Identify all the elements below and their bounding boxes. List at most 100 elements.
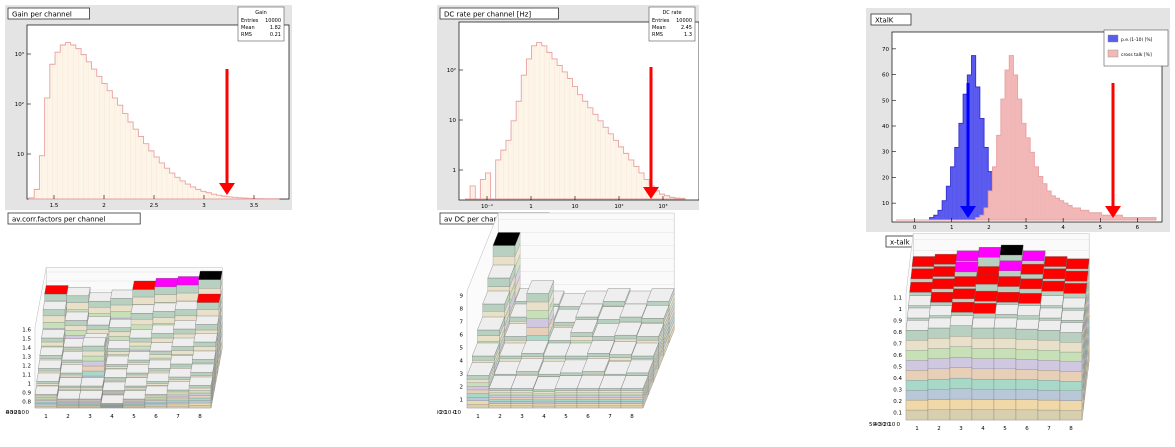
lego1-bar-layer — [108, 327, 132, 333]
lego2-xtick-label: 7 — [608, 414, 612, 420]
gain-hist — [28, 42, 280, 200]
dc-stats-label: Entries — [652, 18, 670, 24]
lego1-bar-layer — [144, 394, 168, 397]
lego1-bar-layer — [171, 346, 194, 351]
lego3-bar-layer — [993, 327, 1017, 339]
gain-xtick-label: 3.5 — [250, 203, 259, 209]
lego1-ytick-label: 0 — [26, 410, 30, 416]
lego1-bar-layer — [144, 397, 168, 400]
lego1-bar-layer — [36, 383, 59, 386]
lego3-bar-layer — [949, 388, 973, 400]
lego3-bar-layer — [905, 370, 929, 381]
lego1-ztick-label: 0.9 — [22, 391, 31, 397]
lego1-bar-layer — [190, 372, 213, 376]
lego1-bar-top — [39, 346, 64, 356]
lego1-bar-top — [105, 355, 130, 365]
lego1-title: av.corr.factors per channel — [12, 216, 105, 224]
lego3-bar-top — [1043, 256, 1068, 267]
lego2-ztick-label: 1 — [460, 398, 464, 404]
lego2-bar-layer — [598, 394, 622, 398]
xtalk-ytick-label: 60 — [882, 73, 889, 79]
lego3-bar-layer — [1037, 370, 1061, 381]
lego1-bar-layer — [34, 401, 58, 404]
lego1-bar-layer — [82, 355, 105, 362]
lego3-bar-top — [977, 247, 1002, 258]
lego2-bar-top — [482, 290, 511, 305]
lego1-xtick-label: 5 — [132, 414, 136, 420]
lego3-bar-top — [909, 282, 933, 293]
lego1-bar-layer — [104, 380, 127, 383]
lego2-bar-layer — [510, 403, 534, 406]
lego3-xtick-label: 6 — [1025, 426, 1029, 432]
lego2-bar-layer — [532, 399, 556, 403]
lego3-bar-top — [998, 260, 1023, 271]
lego2-bar-layer — [516, 371, 539, 375]
lego2-bar-layer — [598, 390, 622, 393]
lego1-bar-layer — [88, 301, 111, 308]
lego3-bar-layer — [993, 409, 1017, 421]
lego2-bar-layer — [554, 405, 578, 409]
dc-arrow-head — [643, 187, 659, 199]
lego1-ytick-label: 20 — [14, 410, 21, 416]
lego2-bar-layer — [477, 329, 500, 336]
lego1-bar-layer — [122, 402, 146, 405]
lego1-bar-layer — [166, 405, 190, 409]
lego1-bar-layer — [78, 403, 102, 406]
lego2-bar-top — [575, 303, 604, 318]
lego1-bar-layer — [80, 388, 103, 391]
lego2-bar-top — [492, 232, 521, 246]
lego1-bar-layer — [188, 387, 212, 391]
lego3-xtick-label: 1 — [915, 426, 919, 432]
lego1-bar-layer — [82, 345, 105, 352]
lego1-bar-layer — [144, 398, 168, 401]
lego3-bar-top — [997, 276, 1021, 287]
lego1-bar-layer — [198, 279, 221, 289]
lego2-bar-top — [515, 358, 544, 372]
lego3-bar-layer — [1037, 380, 1061, 391]
lego1-bar-top — [100, 394, 125, 404]
gain-stats-header: Gain — [255, 10, 267, 16]
xtalk-histogram-chart: XtalK p.e.(1-10) [%] cross talk [%] 0 1 2 3 4 5 6… — [866, 8, 1170, 232]
lego1-bar-layer — [166, 393, 190, 397]
lego1-bar-top — [174, 301, 199, 310]
lego3-bar-top — [1039, 307, 1063, 319]
lego3-bar-top — [1061, 310, 1085, 321]
lego2-bar-layer — [488, 392, 512, 396]
lego3-bar-layer — [927, 338, 951, 349]
lego1-bar-layer — [193, 341, 216, 347]
lego2-bar-layer — [619, 316, 642, 322]
lego3-bar-layer — [971, 348, 995, 359]
lego1-bar-layer — [154, 294, 177, 303]
lego1-bar-top — [192, 350, 216, 360]
lego3-bar-layer — [949, 325, 973, 337]
lego1-bar-layer — [122, 404, 146, 407]
lego1-bar-layer — [166, 397, 190, 401]
lego3-bar-top — [1040, 295, 1064, 306]
lego1-bar-layer — [38, 368, 61, 372]
lego3-bar-layer — [993, 399, 1017, 410]
lego1-bar-layer — [78, 406, 102, 409]
dc-xtick-label: 10⁻¹ — [481, 203, 493, 210]
lego1-bar-top — [86, 316, 111, 326]
lego2-bar-layer — [521, 353, 544, 357]
lego1-bar-layer — [41, 341, 64, 347]
lego3-bar-top — [905, 320, 930, 331]
lego3-bar-layer — [1037, 360, 1061, 371]
lego1-bar-top — [166, 381, 191, 391]
lego1-xtick-label: 7 — [176, 414, 180, 420]
lego1-bar-layer — [44, 293, 67, 302]
lego2-bar-layer — [560, 372, 583, 376]
lego3-bar-layer — [1059, 400, 1083, 411]
lego3-bar-layer — [1059, 361, 1083, 372]
lego2-bar-layer — [538, 374, 561, 377]
lego3-bar-top — [974, 290, 998, 302]
lego3-bar-layer — [1059, 332, 1083, 343]
lego1-bar-layer — [152, 317, 176, 324]
lego2-bar-layer — [510, 399, 534, 402]
lego3-bar-layer — [971, 338, 995, 349]
lego2-bar-layer — [532, 397, 556, 401]
lego3-ztick-label: 0.5 — [893, 364, 902, 370]
lego1-bar-top — [108, 319, 133, 328]
lego1-bar-layer — [60, 372, 83, 376]
lego2-bar-layer — [510, 394, 534, 398]
